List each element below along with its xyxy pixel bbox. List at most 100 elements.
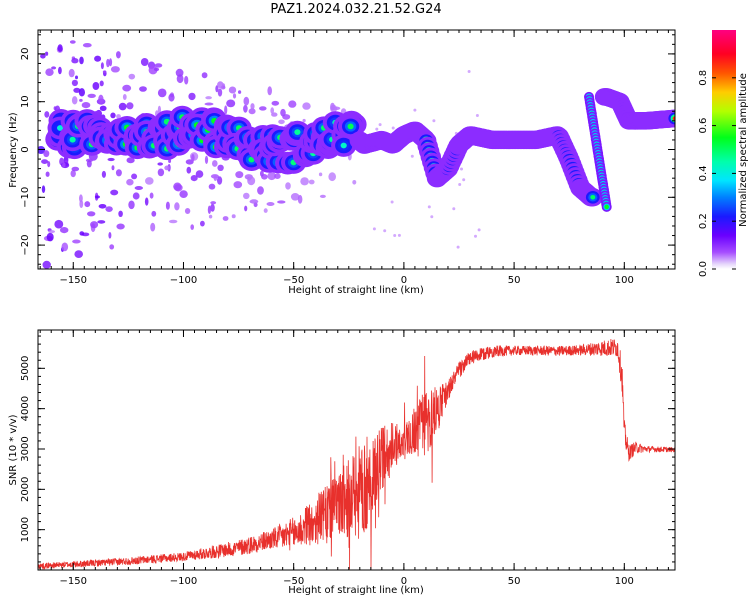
spectrogram-noise-blob — [467, 70, 471, 73]
snr-xtick-label: −50 — [283, 576, 304, 587]
spectrogram-noise-blob — [102, 70, 107, 74]
spectrogram-noise-blob — [48, 230, 55, 234]
colorbar-tick-label: 0.4 — [698, 165, 709, 181]
colorbar: 0.0 0.2 0.4 0.6 0.8 Normalized spectral ampl… — [698, 30, 749, 277]
colorbar-gradient — [712, 30, 736, 269]
spectrogram-noise-blob — [244, 205, 248, 212]
spectrogram-noise-blob — [204, 102, 214, 106]
spectrogram-noise-blob — [128, 200, 135, 210]
spectrogram-noise-blob — [75, 75, 78, 80]
spectrogram-noise-blob — [116, 223, 125, 230]
spectrogram-ylabel: Frequency (Hz) — [8, 112, 19, 188]
spectrogram-noise-blob — [79, 56, 84, 65]
snr-ytick-label: 4000 — [20, 396, 31, 421]
snr-frame — [37, 329, 676, 571]
spectrogram-noise-blob — [260, 170, 264, 177]
spectrogram-noise-blob — [43, 150, 50, 158]
spectrogram-noise-blob — [79, 98, 83, 102]
spectrogram-noise-blob — [74, 250, 83, 258]
spectrogram-noise-blob — [108, 58, 113, 67]
spectrogram-noise-blob — [58, 66, 62, 75]
spectrogram-xtick-label: −100 — [170, 275, 197, 286]
spectrogram-noise-blob — [71, 166, 80, 172]
spectrogram-noise-blob — [375, 127, 379, 131]
spectrogram-noise-blob — [226, 99, 236, 108]
spectrogram-noise-blob — [68, 68, 75, 78]
snr-ticks: −150 −100 −50 0 50 100 1000 2000 3000 4000 5000 — [20, 330, 675, 587]
spectrogram-noise-blob — [179, 190, 188, 199]
spectrogram-noise-blob — [87, 211, 96, 217]
spectrogram-noise-blob — [72, 239, 81, 244]
spectrogram-noise-blob — [352, 180, 357, 185]
spectrogram-noise-blob — [157, 88, 167, 98]
spectrogram-noise-blob — [302, 118, 306, 123]
spectrogram-noise-blob — [151, 210, 157, 217]
spectrogram-noise-blob — [308, 179, 315, 185]
spectrogram-noise-blob — [106, 58, 110, 68]
spectrogram-noise-blob — [331, 106, 341, 111]
snr-ytick-label: 2000 — [20, 477, 31, 502]
spectrogram-ridge-cell — [69, 136, 76, 143]
spectrogram-noise-blob — [259, 106, 267, 111]
spectrogram-noise-blob — [95, 195, 100, 199]
spectrogram-noise-blob — [413, 108, 417, 112]
snr-xtick-label: 50 — [508, 576, 521, 587]
spectrogram-noise-blob — [164, 165, 170, 171]
spectrogram-xtick-label: −150 — [60, 275, 87, 286]
spectrogram-noise-blob — [168, 159, 172, 163]
spectrogram-noise-blob — [280, 108, 286, 117]
snr-xlabel: Height of straight line (km) — [288, 585, 424, 596]
spectrogram-ridge-cell — [672, 116, 675, 121]
spectrogram-noise-blob — [201, 72, 208, 79]
spectrogram-noise-blob — [452, 207, 456, 211]
spectrogram-noise-blob — [217, 81, 224, 89]
spectrogram-noise-blob — [243, 96, 250, 106]
spectrogram-noise-blob — [71, 96, 78, 105]
spectrogram-noise-blob — [190, 224, 194, 230]
spectrogram-ytick-label: 0 — [20, 146, 31, 152]
spectrogram-noise-blob — [116, 114, 121, 119]
spectrogram-noise-blob — [185, 159, 194, 165]
spectrogram-noise-blob — [302, 102, 311, 110]
spectrogram-noise-blob — [81, 102, 91, 109]
spectrogram-noise-blob — [390, 200, 394, 204]
spectrogram-noise-blob — [59, 227, 69, 234]
spectrogram-noise-blob — [290, 193, 300, 201]
spectrogram-noise-blob — [51, 66, 57, 70]
spectrogram-xtick-label: 0 — [401, 275, 407, 286]
spectrogram-noise-blob — [208, 183, 216, 190]
colorbar-ticks: 0.0 0.2 0.4 0.6 0.8 — [698, 70, 736, 277]
spectrogram-ridge-cell — [340, 142, 347, 149]
spectrogram-noise-blob — [109, 244, 115, 250]
colorbar-tick-label: 0.6 — [698, 118, 709, 134]
snr-xtick-label: 100 — [615, 576, 634, 587]
spectrogram-xlabel: Height of straight line (km) — [288, 285, 424, 296]
snr-ytick-label: 1000 — [20, 517, 31, 542]
spectrogram-noise-blob — [78, 88, 85, 97]
spectrogram-noise-blob — [116, 51, 121, 59]
spectrogram-noise-blob — [126, 102, 134, 110]
spectrogram-noise-blob — [110, 112, 116, 119]
spectrogram-noise-blob — [285, 182, 291, 190]
spectrogram-noise-blob — [169, 219, 178, 224]
spectrogram-noise-blob — [128, 73, 136, 80]
spectrogram-noise-blob — [57, 44, 63, 52]
spectrogram-noise-blob — [87, 93, 96, 98]
spectrogram-noise-blob — [215, 85, 219, 93]
spectrogram-noise-blob — [233, 181, 243, 189]
spectrogram-noise-blob — [45, 51, 49, 56]
spectrogram-noise-blob — [266, 202, 275, 206]
spectrogram-noise-blob — [139, 86, 147, 92]
spectrogram-noise-blob — [228, 86, 237, 94]
spectrogram-marks — [38, 40, 675, 269]
colorbar-label: Normalized spectral amplitude — [738, 73, 749, 227]
spectrogram-noise-blob — [94, 55, 102, 62]
spectrogram-noise-blob — [430, 215, 434, 219]
spectrogram-xtick-label: 100 — [615, 275, 634, 286]
spectrogram-noise-blob — [267, 171, 277, 181]
spectrogram-noise-blob — [224, 105, 228, 115]
spectrogram-noise-blob — [383, 229, 387, 233]
spectrogram-noise-blob — [328, 172, 337, 182]
spectrogram-ridge-cell — [590, 195, 596, 200]
spectrogram-noise-blob — [460, 167, 463, 171]
